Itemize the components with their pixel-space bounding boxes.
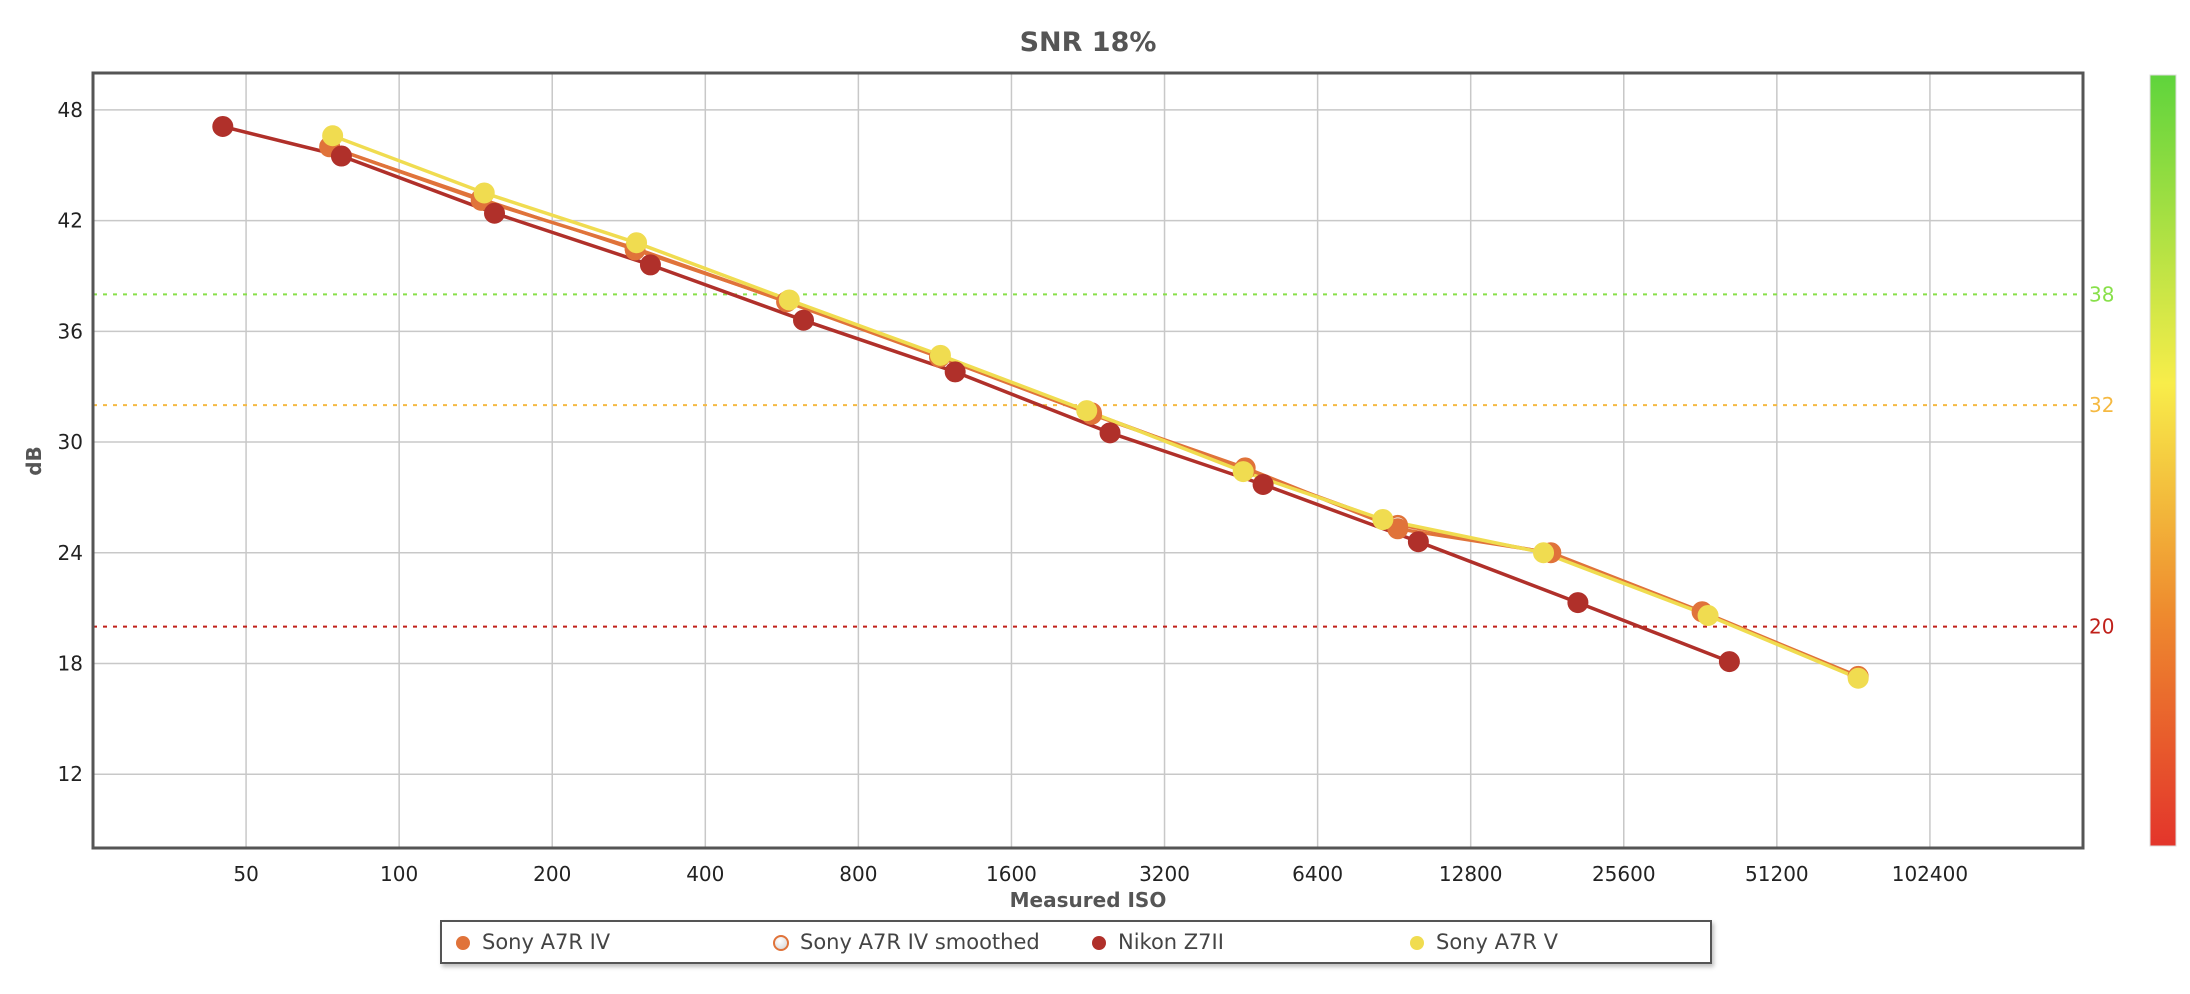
data-point-nikon-z7ii (1718, 651, 1740, 673)
data-point-sony-a7r-v (929, 344, 951, 366)
y-tick-label: 12 (58, 762, 83, 786)
legend-marker-nikon-z7ii (1090, 933, 1108, 951)
legend-marker-sony-a7r-iv-smoothed (772, 933, 790, 951)
x-axis-title: Measured ISO (1010, 888, 1167, 912)
x-tick-label: 800 (839, 862, 877, 886)
reference-line-label: 20 (2089, 615, 2114, 639)
legend-label-nikon-z7ii: Nikon Z7II (1118, 930, 1224, 954)
data-point-sony-a7r-v (1847, 667, 1869, 689)
series-line-nikon-z7ii (222, 124, 1731, 664)
y-tick-label: 30 (58, 430, 83, 454)
plot-frame (91, 71, 2085, 850)
x-tick-label: 400 (686, 862, 724, 886)
data-point-nikon-z7ii (1252, 473, 1274, 495)
data-point-sony-a7r-v (626, 232, 648, 254)
legend-item-sony-a7r-iv[interactable]: Sony A7R IV (454, 922, 610, 962)
legend-label-sony-a7r-v: Sony A7R V (1436, 930, 1558, 954)
legend-item-nikon-z7ii[interactable]: Nikon Z7II (1090, 922, 1224, 962)
color-scale-bar (2149, 74, 2177, 847)
reference-line-label: 32 (2089, 393, 2114, 417)
y-tick-label: 36 (58, 319, 83, 343)
data-point-nikon-z7ii (1567, 592, 1589, 614)
x-tick-label: 200 (533, 862, 571, 886)
y-tick-label: 18 (58, 651, 83, 675)
x-tick-label: 51200 (1745, 862, 1809, 886)
x-tick-label: 1600 (986, 862, 1037, 886)
x-tick-label: 12800 (1439, 862, 1503, 886)
data-point-nikon-z7ii (793, 309, 815, 331)
chart-title: SNR 18% (1020, 27, 1157, 58)
data-point-sony-a7r-v (1076, 400, 1098, 422)
data-point-nikon-z7ii (484, 202, 506, 224)
data-point-sony-a7r-v (1372, 509, 1394, 531)
data-point-nikon-z7ii (639, 254, 661, 276)
x-tick-label: 6400 (1292, 862, 1343, 886)
y-tick-label: 24 (58, 541, 83, 565)
y-tick-label: 48 (58, 98, 83, 122)
data-point-sony-a7r-v (322, 125, 344, 147)
y-axis-title: dB (22, 446, 46, 476)
x-tick-label: 100 (380, 862, 418, 886)
x-tick-label: 50 (233, 862, 258, 886)
data-point-sony-a7r-v (1697, 605, 1719, 626)
data-point-sony-a7r-v (473, 182, 495, 204)
reference-lines: 38 32 20 (93, 282, 2114, 639)
data-point-nikon-z7ii (212, 116, 234, 138)
series (212, 116, 1869, 689)
legend-label-sony-a7r-iv: Sony A7R IV (482, 930, 611, 954)
data-point-nikon-z7ii (944, 361, 966, 383)
x-tick-label: 25600 (1592, 862, 1656, 886)
legend-marker-sony-a7r-v (1408, 933, 1426, 951)
data-point-sony-a7r-v (778, 289, 800, 311)
x-tick-label: 3200 (1139, 862, 1190, 886)
data-point-sony-a7r-v (1232, 461, 1254, 483)
x-tick-label: 102400 (1892, 862, 1968, 886)
data-point-nikon-z7ii (1099, 422, 1121, 444)
data-point-nikon-z7ii (330, 145, 352, 167)
reference-line-label: 38 (2089, 282, 2114, 306)
grid (93, 73, 2083, 848)
data-point-sony-a7r-v (1533, 542, 1555, 564)
legend-label-sony-a7r-iv-smoothed: Sony A7R IV smoothed (800, 930, 1040, 954)
legend-item-sony-a7r-v[interactable]: Sony A7R V (1408, 922, 1558, 962)
axis-ticks: 50 100 200 400 800 1600 3200 6400 12800 25600 5120… (58, 98, 1969, 886)
legend: Sony A7R IV Sony A7R IV smoothed Nikon Z… (440, 920, 1712, 964)
legend-item-sony-a7r-iv-smoothed[interactable]: Sony A7R IV smoothed (772, 922, 1040, 962)
legend-marker-sony-a7r-iv (454, 933, 472, 951)
y-tick-label: 42 (58, 209, 83, 233)
data-point-nikon-z7ii (1407, 531, 1429, 553)
